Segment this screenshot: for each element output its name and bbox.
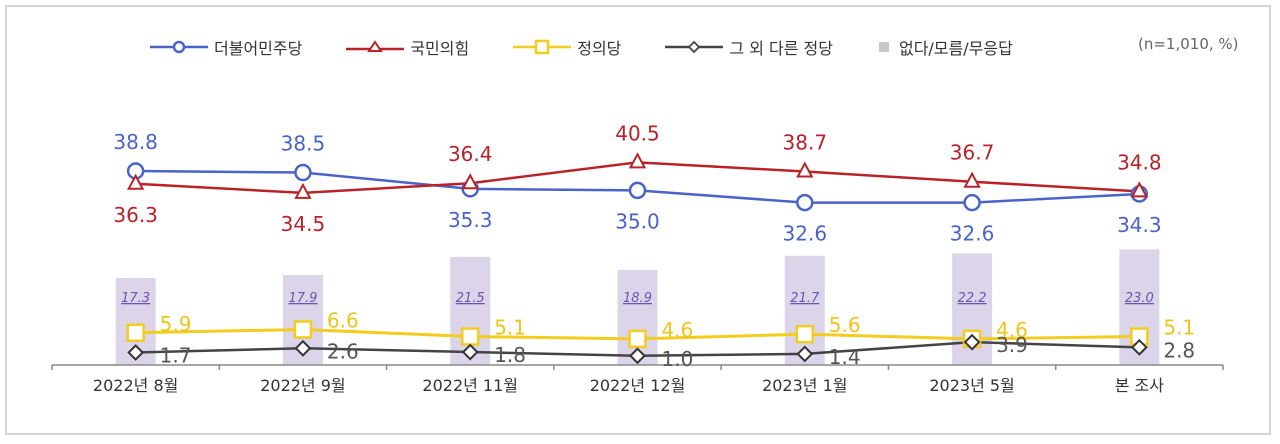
diamond-marker-icon [1130, 338, 1148, 356]
triangle-marker-icon [796, 161, 814, 178]
ppp-value-label: 34.8 [1117, 150, 1162, 174]
legend-item-other: 그 외 다른 정당 [663, 35, 833, 59]
circle-marker-icon [294, 163, 312, 182]
justice-value-label: 4.6 [996, 318, 1028, 342]
bar-value-label: 17.3 [121, 291, 150, 306]
justice-value-label: 5.1 [494, 316, 526, 340]
legend: 더불어민주당 국민의힘 정의당 그 외 다른 정당 없다/모름/무응답 [148, 34, 1055, 60]
minjoo-value-label: 34.3 [1117, 213, 1162, 237]
ppp-value-label: 36.3 [113, 203, 158, 227]
ppp-value-label: 36.7 [950, 141, 995, 165]
justice-value-label: 5.1 [1163, 316, 1195, 340]
bar-value-label: 23.0 [1125, 291, 1154, 306]
triangle-marker-icon [461, 173, 479, 190]
square-marker-icon [513, 39, 572, 55]
circle-marker-icon [150, 40, 208, 54]
bar-value-label: 21.5 [456, 291, 485, 306]
minjoo-value-label: 38.5 [281, 132, 326, 156]
triangle-marker-icon [346, 40, 405, 52]
other-value-label: 1.8 [494, 343, 526, 367]
circle-marker-icon [963, 193, 981, 212]
circle-marker-icon [628, 181, 647, 200]
triangle-marker-icon [126, 173, 145, 190]
diamond-marker-icon [796, 345, 814, 363]
square-marker-icon [628, 329, 647, 349]
x-tick-label: 2022년 9월 [260, 376, 345, 395]
bar-swatch-icon [878, 42, 889, 52]
sample-note: (n=1,010, %) [1138, 35, 1239, 53]
justice-value-label: 4.6 [662, 318, 694, 342]
minjoo-value-label: 35.3 [448, 208, 493, 232]
legend-label: 더불어민주당 [214, 39, 303, 58]
x-tick-label: 2023년 5월 [929, 376, 1014, 395]
justice-value-label: 5.9 [160, 312, 192, 336]
triangle-marker-icon [1130, 181, 1149, 198]
legend-item-ppp: 국민의힘 [344, 35, 469, 59]
ppp-value-label: 34.5 [281, 212, 326, 236]
x-tick-label: 2022년 8월 [93, 376, 178, 395]
bar-value-label: 21.7 [790, 291, 820, 306]
diamond-marker-icon [665, 40, 724, 54]
bar-value-label: 18.9 [623, 291, 652, 306]
minjoo-value-label: 38.8 [113, 130, 158, 154]
other-value-label: 1.4 [829, 345, 861, 369]
other-value-label: 2.8 [1163, 338, 1195, 362]
diamond-marker-icon [629, 347, 646, 365]
legend-item-minjoo: 더불어민주당 [148, 35, 302, 59]
legend-label: 그 외 다른 정당 [729, 39, 833, 58]
triangle-marker-icon [628, 152, 647, 169]
ppp-value-label: 40.5 [615, 121, 660, 145]
other-value-label: 1.7 [160, 344, 192, 368]
legend-label: 없다/모름/무응답 [898, 39, 1013, 58]
justice-value-label: 6.6 [327, 308, 359, 332]
diamond-marker-icon [127, 344, 145, 361]
x-tick-label: 2023년 1월 [762, 376, 847, 395]
legend-item-justice: 정의당 [511, 35, 621, 59]
square-marker-icon [126, 323, 145, 343]
other-value-label: 1.0 [662, 347, 694, 371]
triangle-marker-icon [294, 182, 312, 199]
bar-value-label: 17.9 [288, 291, 317, 306]
ppp-value-label: 36.4 [448, 142, 493, 166]
bar-value-label: 22.2 [958, 291, 987, 306]
legend-label: 정의당 [577, 39, 622, 58]
triangle-marker-icon [963, 171, 981, 188]
square-marker-icon [795, 324, 815, 344]
other-value-label: 3.9 [996, 333, 1028, 357]
minjoo-value-label: 35.0 [615, 209, 660, 233]
square-marker-icon [460, 327, 480, 346]
diamond-marker-icon [963, 333, 981, 351]
other-value-label: 2.6 [327, 339, 359, 363]
square-marker-icon [293, 320, 313, 339]
x-tick-label: 2022년 11월 [422, 376, 518, 395]
legend-item-none: 없다/모름/무응답 [875, 35, 1013, 59]
legend-label: 국민의힘 [410, 39, 470, 58]
ppp-value-label: 38.7 [783, 131, 828, 155]
diamond-marker-icon [294, 339, 312, 357]
x-tick-label: 2022년 12월 [590, 376, 686, 395]
circle-marker-icon [796, 193, 814, 212]
minjoo-value-label: 32.6 [950, 222, 995, 246]
x-tick-label: 본 조사 [1115, 376, 1165, 395]
minjoo-value-label: 32.6 [783, 222, 828, 246]
justice-value-label: 5.6 [829, 313, 861, 337]
diamond-marker-icon [461, 343, 479, 361]
